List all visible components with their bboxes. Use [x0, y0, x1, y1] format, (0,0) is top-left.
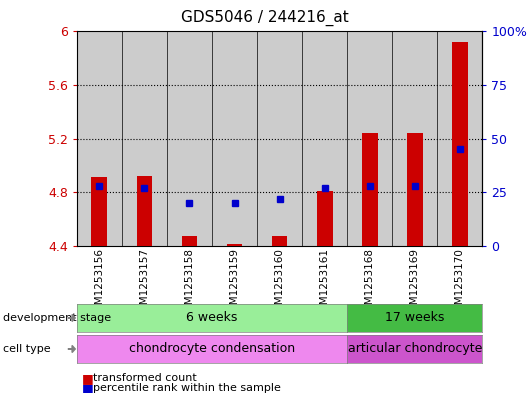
Text: ■: ■ [82, 371, 94, 385]
Bar [77, 31, 122, 246]
Bar [392, 31, 437, 246]
Bar [272, 236, 287, 246]
Text: GDS5046 / 244216_at: GDS5046 / 244216_at [181, 10, 349, 26]
Bar [362, 133, 377, 246]
Text: cell type: cell type [3, 344, 50, 354]
Text: development stage: development stage [3, 313, 111, 323]
Bar [347, 31, 392, 246]
Text: 17 weeks: 17 weeks [385, 311, 445, 325]
Text: 6 weeks: 6 weeks [187, 311, 237, 325]
Text: articular chondrocyte: articular chondrocyte [348, 342, 482, 356]
Bar [182, 236, 197, 246]
Bar [302, 31, 347, 246]
Bar [452, 42, 467, 246]
Text: percentile rank within the sample: percentile rank within the sample [93, 383, 280, 393]
Text: ■: ■ [82, 382, 94, 393]
Bar [407, 133, 422, 246]
Bar [122, 31, 167, 246]
Bar [212, 31, 257, 246]
Bar [437, 31, 482, 246]
Bar [227, 244, 242, 246]
Bar [137, 176, 152, 246]
Text: chondrocyte condensation: chondrocyte condensation [129, 342, 295, 356]
Bar [92, 177, 107, 246]
Bar [257, 31, 302, 246]
Text: transformed count: transformed count [93, 373, 197, 383]
Bar [167, 31, 212, 246]
Bar [317, 191, 332, 246]
